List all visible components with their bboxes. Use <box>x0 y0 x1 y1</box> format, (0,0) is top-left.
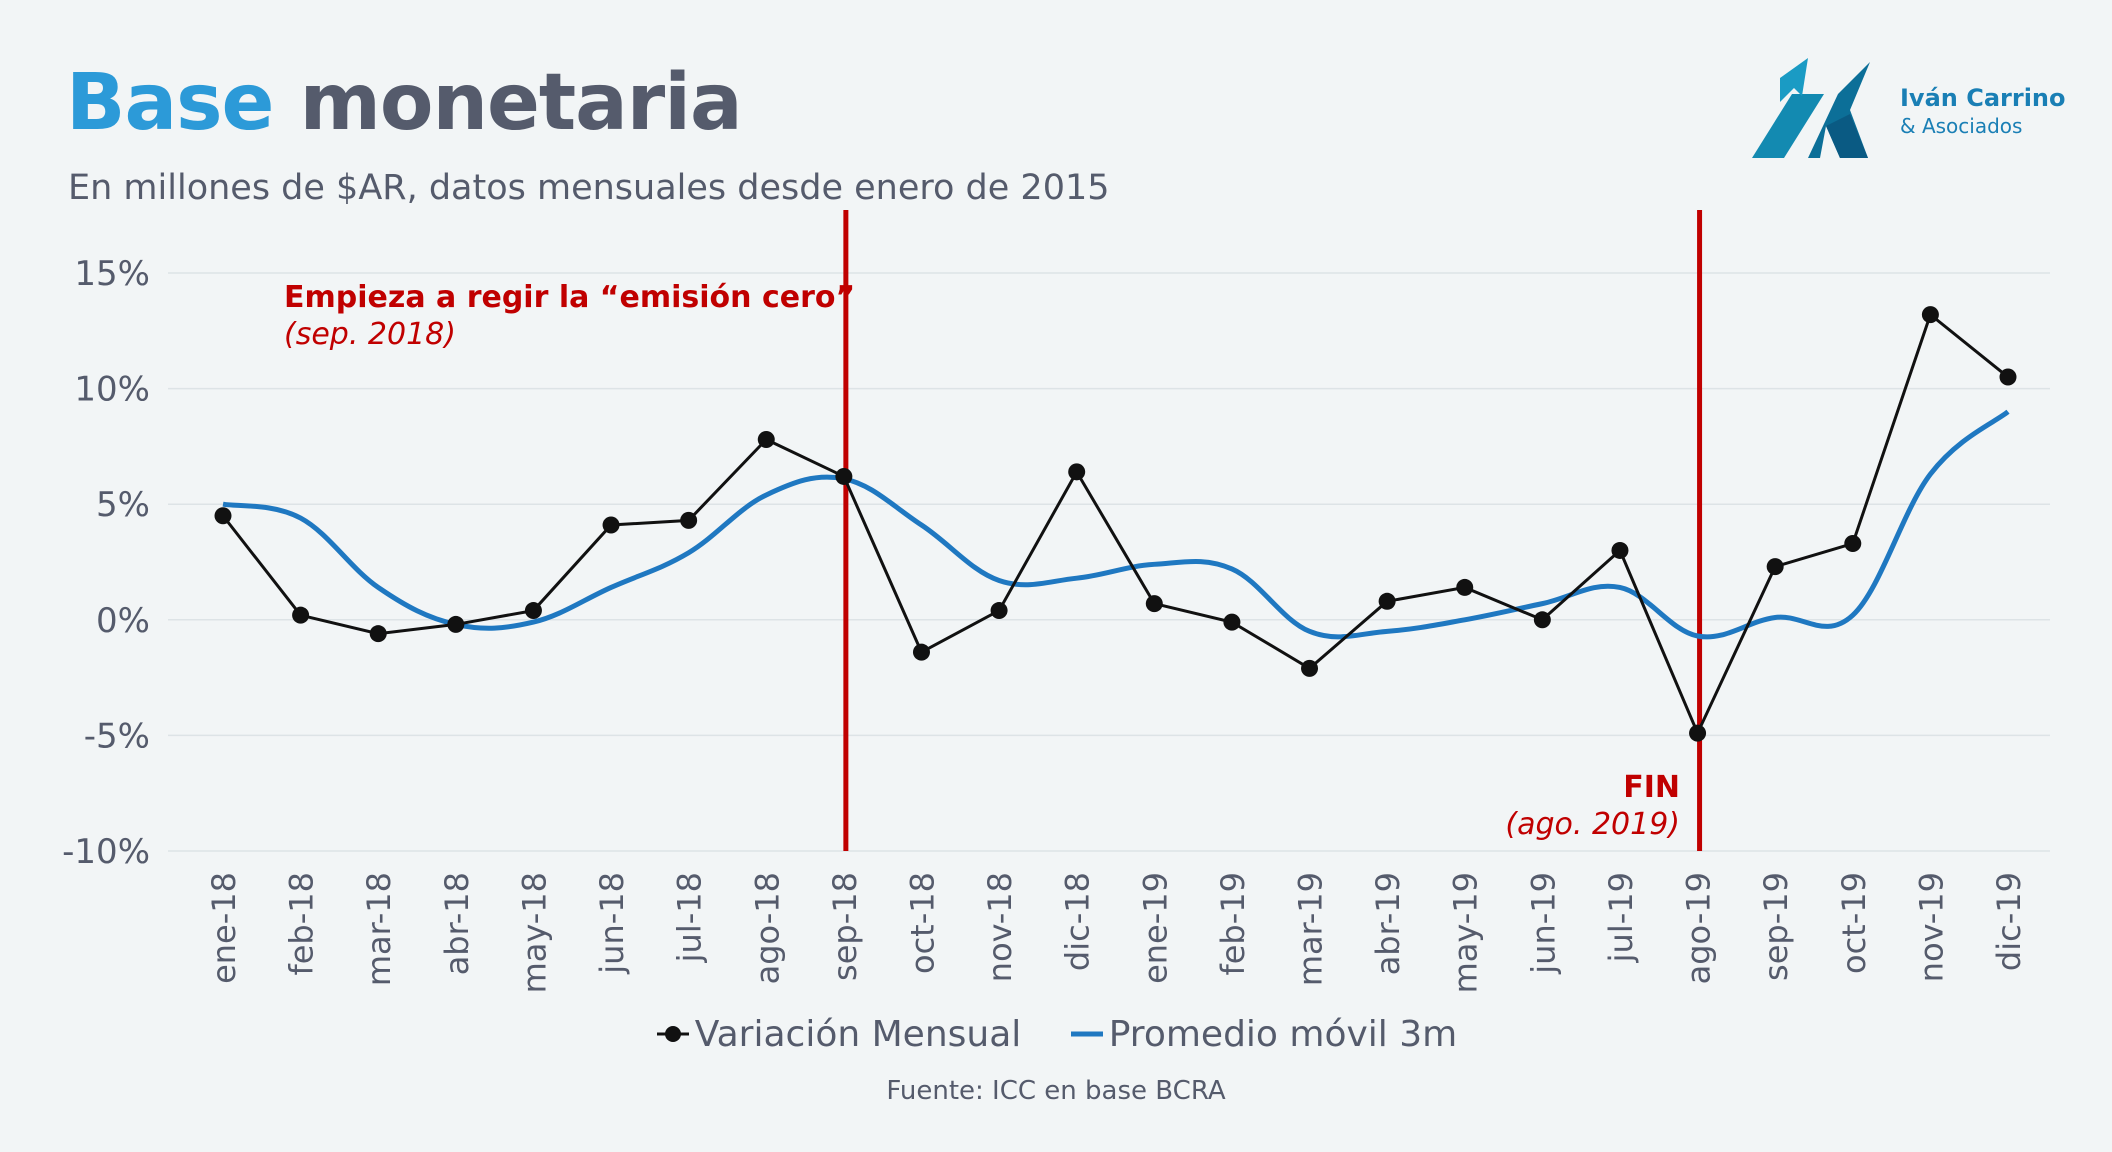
data-point <box>1844 535 1862 553</box>
event-lines <box>843 210 1703 851</box>
data-point <box>1301 659 1319 677</box>
data-point <box>990 602 1008 620</box>
y-tick-label: -5% <box>84 716 150 756</box>
data-point <box>1068 463 1086 481</box>
data-point <box>1611 541 1629 559</box>
x-tick-label: ene-18 <box>205 872 243 984</box>
page-subtitle: En millones de $AR, datos mensuales desd… <box>68 168 1110 208</box>
x-tick-label: jun-18 <box>593 872 631 975</box>
x-tick-label: ago-19 <box>1680 872 1718 984</box>
legend-item-variacion: Variación Mensual <box>655 1013 1022 1055</box>
x-tick-label: dic-18 <box>1059 872 1097 971</box>
title-accent: Base <box>66 58 274 148</box>
y-axis-tick-labels: 15% 10% 5% 0% -5% -10% <box>62 254 150 872</box>
y-tick-label: 0% <box>96 601 150 641</box>
x-tick-label: jul-19 <box>1602 872 1640 963</box>
x-tick-label: sep-18 <box>826 872 864 981</box>
data-point <box>835 467 853 485</box>
data-point <box>602 516 620 534</box>
logo-mark-icon <box>1752 58 1870 158</box>
x-tick-label: nov-19 <box>1912 872 1950 982</box>
data-point <box>1456 578 1474 596</box>
legend-label-promedio: Promedio móvil 3m <box>1108 1013 1458 1055</box>
series-line-promedio <box>222 409 2010 640</box>
legend-label-variacion: Variación Mensual <box>694 1013 1022 1055</box>
page-title: Base monetaria <box>66 58 743 148</box>
data-point <box>1766 558 1784 576</box>
x-tick-label: jul-18 <box>671 872 709 963</box>
y-tick-label: 15% <box>74 254 150 294</box>
x-tick-label: may-19 <box>1447 872 1485 993</box>
data-point <box>1999 368 2017 386</box>
data-point <box>524 602 542 620</box>
x-tick-label: feb-18 <box>283 872 321 976</box>
data-point <box>912 643 930 661</box>
x-tick-label: mar-18 <box>360 872 398 986</box>
annotation-end-title: FIN <box>1623 770 1680 805</box>
annotation-start-title: Empieza a regir la “emisión cero” <box>284 280 855 315</box>
series-lines <box>221 312 2010 737</box>
x-tick-label: abr-18 <box>438 872 476 975</box>
legend-item-promedio: Promedio móvil 3m <box>1069 1014 1457 1055</box>
series-points <box>214 306 2017 742</box>
data-point <box>1378 592 1396 610</box>
data-point <box>1533 611 1551 629</box>
x-axis-tick-labels: ene-18 feb-18 mar-18 abr-18 may-18 jun-18 jul-… <box>205 872 2028 993</box>
annotation-end-date: (ago. 2019) <box>1505 807 1680 842</box>
data-point <box>680 511 698 529</box>
x-tick-label: may-18 <box>515 872 553 993</box>
y-tick-label: 10% <box>74 370 150 410</box>
brand-logo: Iván Carrino & Asociados <box>1750 58 2070 168</box>
x-tick-label: nov-18 <box>981 872 1019 982</box>
series-line-variacion <box>221 312 2009 737</box>
legend-marker-dot-icon <box>656 1026 689 1042</box>
source-note: Fuente: ICC en base BCRA <box>886 1076 1226 1106</box>
chart-legend: Variación Mensual Promedio móvil 3m <box>0 1012 2112 1055</box>
data-point <box>1921 306 1939 324</box>
legend-line-icon <box>1070 1031 1103 1037</box>
x-tick-label: mar-19 <box>1292 872 1330 986</box>
x-tick-label: abr-19 <box>1369 872 1407 975</box>
x-tick-label: ene-19 <box>1136 872 1174 984</box>
annotation-start-date: (sep. 2018) <box>284 317 456 352</box>
x-tick-label: sep-19 <box>1757 872 1795 981</box>
title-main: monetaria <box>299 58 743 148</box>
x-tick-label: dic-19 <box>1990 872 2028 971</box>
logo-sub: & Asociados <box>1900 114 2023 138</box>
data-point <box>292 606 310 624</box>
data-point <box>447 615 465 633</box>
x-tick-label: jun-19 <box>1524 872 1562 975</box>
data-point <box>1145 595 1163 613</box>
logo-name: Iván Carrino <box>1900 84 2066 112</box>
data-point <box>1223 613 1241 631</box>
y-tick-label: -10% <box>62 832 150 872</box>
y-tick-label: 5% <box>96 485 150 525</box>
x-tick-label: ago-18 <box>748 872 786 984</box>
grid-lines <box>168 272 2050 852</box>
x-tick-label: feb-19 <box>1214 872 1252 976</box>
x-tick-label: oct-19 <box>1835 872 1873 974</box>
annotations: Empieza a regir la “emisión cero” (sep. … <box>284 280 1680 842</box>
data-point <box>1689 724 1707 742</box>
x-tick-label: oct-18 <box>903 872 941 974</box>
data-point <box>214 507 232 525</box>
data-point <box>369 625 387 643</box>
data-point <box>757 430 775 448</box>
